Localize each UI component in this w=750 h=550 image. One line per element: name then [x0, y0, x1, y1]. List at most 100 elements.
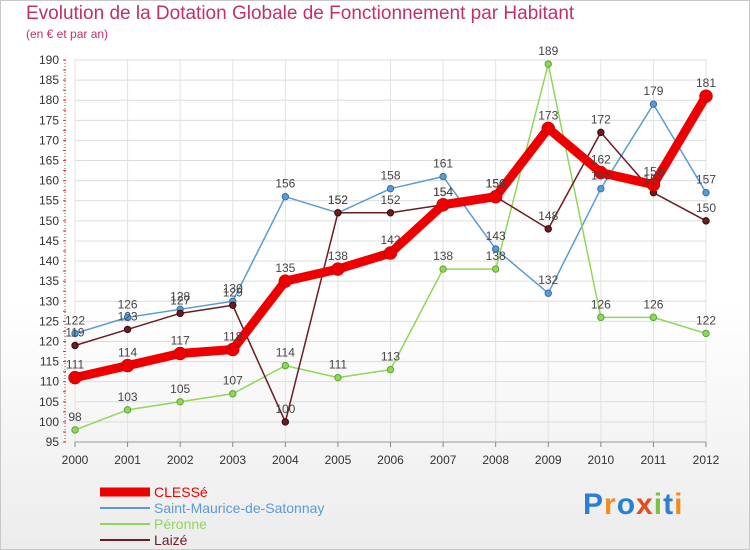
- data-point: [173, 346, 187, 361]
- data-label: 117: [171, 334, 190, 348]
- data-label: 130: [223, 281, 243, 295]
- data-label: 138: [486, 249, 506, 263]
- data-label: 161: [433, 157, 453, 171]
- logo-letter: i: [653, 488, 664, 521]
- y-tick-label: 105: [39, 395, 59, 409]
- y-tick-label: 140: [39, 254, 59, 268]
- data-label: 162: [591, 153, 611, 167]
- data-label: 189: [538, 44, 558, 58]
- data-label: 98: [68, 410, 82, 424]
- data-point: [386, 365, 395, 374]
- y-tick-label: 130: [39, 294, 59, 308]
- data-point: [597, 184, 605, 193]
- data-point: [68, 370, 82, 385]
- data-label: 156: [486, 177, 506, 191]
- data-labels: 122 126 128 130 156 152 158 161 143 132 158 179 157 9…: [65, 44, 716, 424]
- data-label: 129: [223, 285, 243, 299]
- data-label: 152: [380, 193, 400, 207]
- data-point: [123, 313, 132, 322]
- data-point: [439, 265, 447, 273]
- y-tick-label: 135: [39, 274, 59, 288]
- y-tick-label: 170: [39, 133, 59, 147]
- data-label: 159: [643, 165, 663, 179]
- data-label: 111: [66, 358, 85, 372]
- x-tick-label: 2007: [430, 453, 457, 467]
- data-label: 126: [591, 297, 611, 311]
- data-point: [491, 265, 500, 273]
- x-tick-label: 2001: [114, 453, 141, 467]
- legend-label: Laizé: [154, 532, 188, 548]
- data-label: 172: [591, 112, 611, 126]
- data-point: [278, 274, 293, 288]
- legend-label: CLESSé: [154, 484, 208, 500]
- data-label: 118: [223, 330, 242, 344]
- x-tick-label: 2010: [587, 453, 614, 467]
- data-label: 119: [65, 325, 84, 339]
- data-label: 123: [118, 309, 138, 323]
- data-point: [71, 341, 79, 350]
- data-label: 114: [118, 346, 137, 360]
- x-tick-label: 2000: [62, 453, 89, 467]
- data-label: 105: [170, 382, 190, 396]
- data-label: 152: [328, 193, 348, 207]
- data-point: [383, 246, 398, 260]
- data-label: 113: [381, 350, 400, 364]
- data-label: 157: [643, 173, 663, 187]
- data-label: 173: [538, 108, 558, 122]
- data-point: [649, 100, 658, 108]
- data-point: [229, 301, 237, 309]
- data-point: [71, 329, 79, 338]
- legend-label: Saint-Maurice-de-Satonnay: [154, 500, 324, 516]
- data-point: [702, 329, 710, 338]
- logo-letter: P: [583, 488, 605, 521]
- data-label: 114: [276, 346, 295, 360]
- data-point: [544, 225, 552, 233]
- y-tick-label: 145: [39, 234, 59, 248]
- x-tick-label: 2012: [693, 453, 720, 467]
- y-tick-label: 185: [39, 73, 59, 87]
- x-tick-label: 2005: [325, 453, 352, 467]
- data-point: [334, 209, 342, 217]
- y-tick-label: 100: [39, 415, 59, 429]
- data-point: [226, 342, 240, 357]
- data-label: 127: [170, 293, 190, 307]
- grid: [74, 59, 707, 443]
- data-point: [702, 188, 710, 197]
- y-tick-label: 120: [39, 334, 59, 348]
- proxiti-logo: Proxiti: [583, 488, 683, 522]
- data-label: 138: [328, 249, 348, 263]
- data-label: 158: [591, 169, 611, 183]
- data-point: [281, 193, 290, 201]
- data-label: 126: [643, 297, 663, 311]
- data-label: 126: [118, 297, 138, 311]
- data-point: [334, 373, 342, 382]
- data-point: [386, 209, 395, 217]
- y-tick-label: 165: [39, 154, 59, 168]
- data-label: 150: [696, 201, 716, 215]
- data-label: 107: [223, 374, 243, 388]
- data-label: 152: [328, 193, 348, 207]
- y-tick-label: 155: [39, 194, 59, 208]
- data-point: [488, 189, 503, 204]
- data-point: [491, 245, 500, 253]
- logo-letter: x: [636, 488, 654, 521]
- data-point: [123, 325, 132, 334]
- data-label: 143: [486, 229, 506, 243]
- data-point: [544, 289, 552, 297]
- data-label: 111: [329, 358, 348, 372]
- y-tick-label: 190: [39, 53, 59, 67]
- data-label: 179: [643, 84, 663, 98]
- data-point: [71, 426, 79, 434]
- data-label: 132: [538, 273, 558, 287]
- data-label: 148: [538, 209, 558, 223]
- data-point: [699, 89, 713, 103]
- x-tick-label: 2011: [641, 453, 667, 467]
- data-label: 157: [696, 173, 716, 187]
- data-point: [541, 121, 555, 136]
- data-point: [702, 217, 710, 225]
- x-tick-label: 2002: [167, 453, 194, 467]
- data-point: [436, 198, 450, 212]
- data-point: [386, 184, 395, 193]
- data-label: 142: [380, 233, 400, 247]
